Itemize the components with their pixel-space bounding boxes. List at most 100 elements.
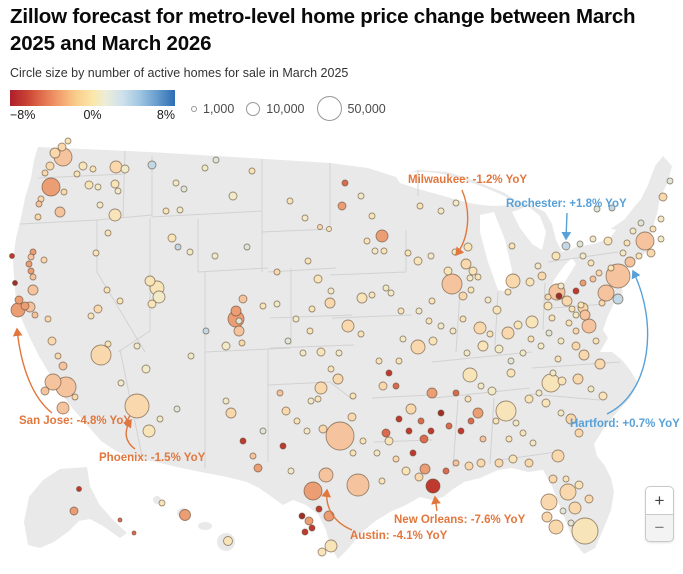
metro-circle[interactable] xyxy=(243,243,251,251)
metro-circle[interactable] xyxy=(524,458,534,468)
metro-circle[interactable] xyxy=(608,204,616,212)
metro-circle[interactable] xyxy=(202,327,210,335)
metro-circle[interactable] xyxy=(167,233,177,243)
metro-circle[interactable] xyxy=(419,463,431,475)
metro-circle[interactable] xyxy=(89,165,97,173)
metro-circle[interactable] xyxy=(301,528,309,536)
metro-circle[interactable] xyxy=(629,227,637,235)
metro-circle[interactable] xyxy=(392,455,400,463)
metro-circle[interactable] xyxy=(592,337,600,345)
metro-circle[interactable] xyxy=(318,424,328,434)
metro-circle[interactable] xyxy=(131,530,137,536)
metro-circle[interactable] xyxy=(415,307,423,315)
metro-circle[interactable] xyxy=(519,429,527,437)
metro-circle[interactable] xyxy=(534,262,542,270)
metro-circle[interactable] xyxy=(347,412,357,422)
metro-circle[interactable] xyxy=(133,342,141,350)
metro-circle[interactable] xyxy=(508,454,518,464)
metro-circle[interactable] xyxy=(44,373,62,391)
metro-circle[interactable] xyxy=(238,339,246,347)
metro-circle[interactable] xyxy=(286,197,294,205)
metro-circle[interactable] xyxy=(34,213,42,221)
metro-circle[interactable] xyxy=(395,357,403,365)
metro-circle[interactable] xyxy=(307,397,315,405)
metro-circle[interactable] xyxy=(409,449,417,457)
metro-circle[interactable] xyxy=(426,387,438,399)
metro-circle[interactable] xyxy=(45,161,55,171)
metro-circle[interactable] xyxy=(473,321,487,335)
metro-circle[interactable] xyxy=(561,295,573,307)
metro-circle[interactable] xyxy=(557,376,567,386)
metro-circle[interactable] xyxy=(589,235,597,243)
metro-circle[interactable] xyxy=(108,208,122,222)
metro-circle[interactable] xyxy=(571,517,599,545)
metro-circle[interactable] xyxy=(110,179,120,189)
metro-circle[interactable] xyxy=(437,322,445,330)
metro-circle[interactable] xyxy=(574,428,584,438)
metro-circle[interactable] xyxy=(572,287,580,295)
metro-circle[interactable] xyxy=(467,417,475,425)
metro-circle[interactable] xyxy=(235,317,243,325)
metro-circle[interactable] xyxy=(357,330,365,338)
metro-circle[interactable] xyxy=(484,296,492,304)
metro-circle[interactable] xyxy=(512,419,520,427)
metro-circle[interactable] xyxy=(571,341,581,351)
metro-circle[interactable] xyxy=(315,505,323,513)
metro-circle[interactable] xyxy=(172,179,180,187)
metro-circle[interactable] xyxy=(468,266,478,276)
metro-circle[interactable] xyxy=(94,183,102,191)
metro-circle[interactable] xyxy=(117,517,123,523)
metro-circle[interactable] xyxy=(84,180,94,190)
metro-circle[interactable] xyxy=(548,474,558,484)
metro-circle[interactable] xyxy=(635,231,655,251)
metro-circle[interactable] xyxy=(565,413,577,425)
metro-circle[interactable] xyxy=(649,225,657,233)
metro-circle[interactable] xyxy=(545,329,553,337)
metro-circle[interactable] xyxy=(584,494,594,504)
metro-circle[interactable] xyxy=(551,251,561,261)
metro-circle[interactable] xyxy=(543,301,553,311)
metro-circle[interactable] xyxy=(505,435,513,443)
metro-circle[interactable] xyxy=(549,369,557,377)
metro-circle[interactable] xyxy=(27,253,35,261)
metro-circle[interactable] xyxy=(529,439,537,447)
metro-circle[interactable] xyxy=(373,449,381,457)
metro-circle[interactable] xyxy=(507,357,515,365)
metro-circle[interactable] xyxy=(587,259,595,267)
metro-circle[interactable] xyxy=(201,164,209,172)
metro-circle[interactable] xyxy=(607,264,615,272)
metro-circle[interactable] xyxy=(141,364,151,374)
metro-circle[interactable] xyxy=(14,295,24,305)
metro-circle[interactable] xyxy=(401,466,411,476)
metro-circle[interactable] xyxy=(452,389,460,397)
metro-circle[interactable] xyxy=(273,300,281,308)
metro-circle[interactable] xyxy=(494,344,504,354)
metro-circle[interactable] xyxy=(567,519,575,527)
metro-circle[interactable] xyxy=(561,241,571,251)
metro-circle[interactable] xyxy=(505,273,521,289)
metro-circle[interactable] xyxy=(442,467,450,475)
metro-circle[interactable] xyxy=(104,340,112,348)
metro-circle[interactable] xyxy=(306,327,314,335)
metro-circle[interactable] xyxy=(492,417,500,425)
metro-circle[interactable] xyxy=(554,355,562,363)
metro-circle[interactable] xyxy=(298,512,306,520)
metro-circle[interactable] xyxy=(124,393,150,419)
metro-circle[interactable] xyxy=(598,391,608,401)
metro-circle[interactable] xyxy=(416,202,424,210)
metro-circle[interactable] xyxy=(579,279,587,287)
metro-circle[interactable] xyxy=(308,524,316,532)
metro-circle[interactable] xyxy=(657,215,665,223)
metro-circle[interactable] xyxy=(445,422,453,430)
metro-circle[interactable] xyxy=(27,284,39,296)
metro-circle[interactable] xyxy=(548,519,564,535)
metro-circle[interactable] xyxy=(303,427,311,435)
metro-circle[interactable] xyxy=(304,516,314,526)
metro-circle[interactable] xyxy=(548,314,556,322)
metro-circle[interactable] xyxy=(524,394,534,404)
metro-circle[interactable] xyxy=(658,192,668,202)
metro-circle[interactable] xyxy=(474,273,482,281)
metro-circle[interactable] xyxy=(349,449,357,457)
metro-circle[interactable] xyxy=(387,289,395,297)
